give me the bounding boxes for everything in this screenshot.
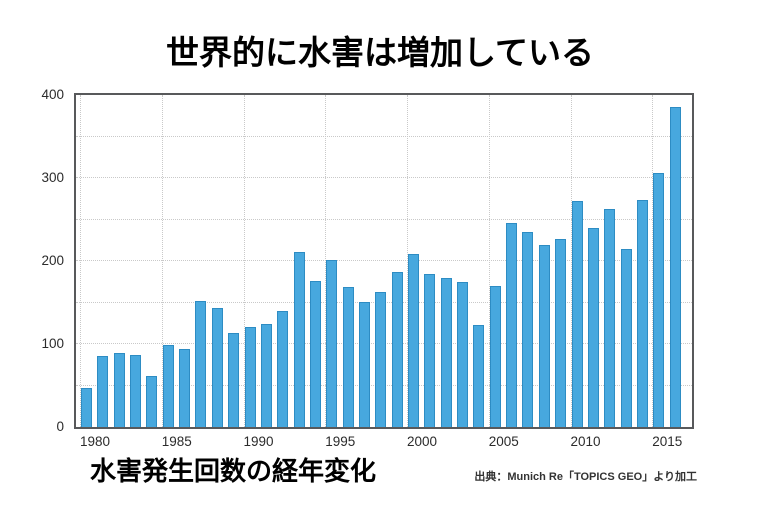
- bar-1992: [277, 310, 289, 427]
- v-gridline-2010: [570, 95, 572, 427]
- bar-2013: [620, 248, 632, 427]
- bar-2003: [457, 281, 469, 427]
- source-credit: 出典：Munich Re「TOPICS GEO」より加工: [474, 471, 697, 483]
- bar-1987: [195, 300, 207, 427]
- v-gridline-2015: [652, 95, 654, 427]
- v-gridline-1985: [161, 95, 163, 427]
- h-gridline-350: [76, 135, 692, 137]
- bar-1995: [326, 260, 338, 427]
- v-gridline-2000: [407, 95, 408, 427]
- bar-1990: [244, 326, 256, 427]
- bar-1980: [81, 388, 92, 427]
- bar-2012: [604, 208, 616, 427]
- y-tick-label-0: 0: [56, 419, 64, 434]
- bar-1991: [260, 324, 272, 427]
- x-tick-label-1985: 1985: [161, 434, 192, 449]
- x-tick-label-1995: 1995: [325, 434, 356, 449]
- bar-1996: [342, 286, 354, 427]
- v-gridline-1995: [325, 95, 327, 427]
- bar-2015: [653, 173, 665, 427]
- bar-2002: [440, 278, 452, 427]
- bar-1983: [130, 354, 142, 427]
- bar-1998: [375, 291, 387, 427]
- bar-1986: [179, 348, 191, 427]
- v-gridline-2005: [488, 95, 490, 427]
- plot-inner: [76, 95, 692, 427]
- h-gridline-200: [76, 260, 692, 261]
- bar-2007: [522, 231, 534, 427]
- v-gridline-1990: [243, 95, 245, 427]
- bar-2010: [571, 201, 583, 427]
- x-tick-label-2010: 2010: [570, 434, 601, 449]
- bar-1985: [162, 344, 174, 427]
- bar-2014: [636, 199, 648, 427]
- y-tick-label-100: 100: [41, 336, 64, 351]
- chart-plot-box: [74, 93, 694, 429]
- bar-1997: [358, 301, 370, 427]
- bar-2008: [538, 245, 550, 427]
- v-gridline-1980: [80, 95, 81, 427]
- y-tick-label-400: 400: [41, 87, 64, 102]
- bar-1984: [146, 376, 158, 427]
- bar-2000: [408, 254, 419, 427]
- bar-1994: [309, 280, 321, 427]
- bar-1981: [97, 355, 109, 427]
- x-tick-label-2005: 2005: [488, 434, 519, 449]
- y-tick-label-300: 300: [41, 170, 64, 185]
- page-title: 世界的に水害は増加している: [165, 36, 594, 72]
- x-tick-label-2000: 2000: [406, 434, 438, 449]
- h-gridline-250: [76, 218, 692, 220]
- bar-1982: [113, 353, 125, 427]
- bar-2001: [424, 274, 436, 427]
- y-tick-label-200: 200: [41, 253, 64, 268]
- bar-2011: [587, 227, 599, 427]
- bar-2006: [506, 222, 518, 427]
- bar-2016: [669, 107, 681, 427]
- bar-1989: [228, 333, 240, 427]
- x-tick-label-1980: 1980: [79, 434, 111, 449]
- x-tick-label-2015: 2015: [652, 434, 683, 449]
- bar-1988: [211, 308, 223, 427]
- bar-1993: [293, 251, 305, 427]
- bar-2005: [489, 285, 501, 427]
- bar-2004: [473, 324, 485, 427]
- h-gridline-300: [76, 177, 692, 178]
- bar-2009: [555, 239, 567, 427]
- chart-caption: 水害発生回数の経年変化: [90, 456, 377, 486]
- x-tick-label-1990: 1990: [243, 434, 274, 449]
- bar-1999: [391, 271, 403, 427]
- y-axis-labels: 0 100 200 300 400: [0, 0, 64, 506]
